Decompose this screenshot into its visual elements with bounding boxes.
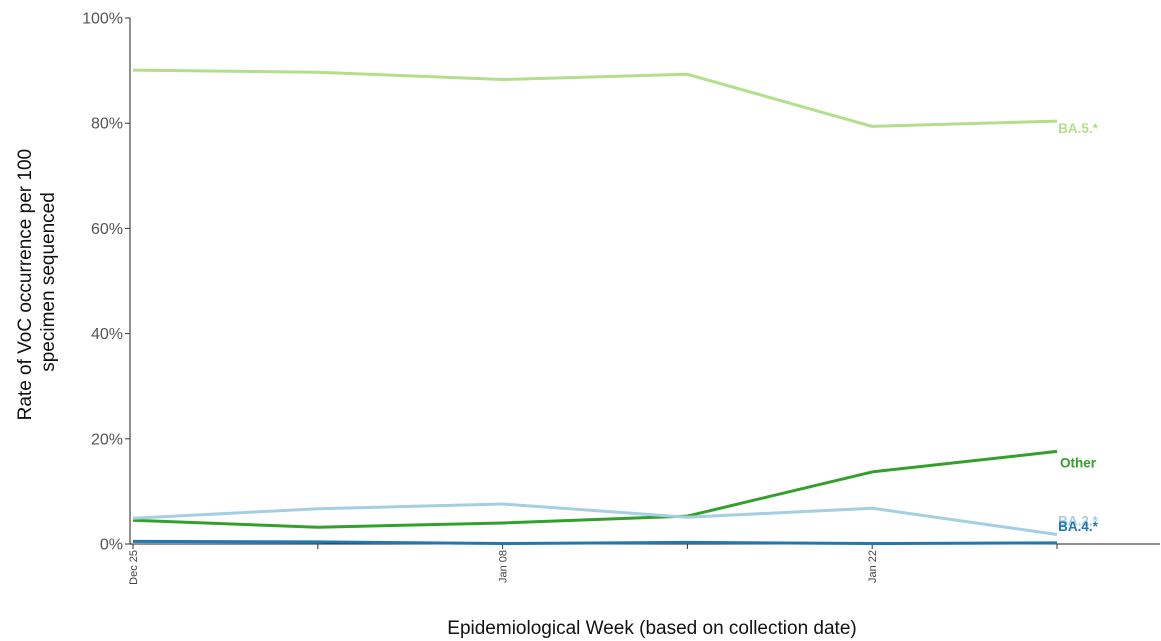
x-tick-label: Dec 25: [128, 550, 140, 585]
series-labels: BA.5.* Other BA.2.*BA.4.*: [1058, 121, 1099, 534]
axes: [129, 18, 1160, 545]
y-tick-label: 20%: [91, 431, 123, 448]
series-line-ba-2: [132, 502, 1058, 536]
series-label-other: Other: [1060, 455, 1097, 470]
x-axis-title: Epidemiological Week (based on collectio…: [447, 618, 856, 639]
y-axis-title-line-2: specimen sequenced: [38, 192, 59, 372]
y-axis-title: Rate of VoC occurrence per 100 specimen …: [15, 144, 59, 421]
y-axis-title-line-1: Rate of VoC occurrence per 100: [15, 149, 36, 420]
series-line-ba-4: [132, 539, 1058, 545]
series-label-ba-4: BA.4.*: [1058, 519, 1099, 534]
x-axis-ticks: Dec 25 Jan 08 Jan 22: [128, 544, 1058, 585]
series-line-ba-5: [132, 68, 1058, 128]
series-lines: [132, 68, 1058, 545]
series-label-ba-5: BA.5.*: [1058, 121, 1099, 136]
y-tick-label: 40%: [91, 326, 123, 343]
y-tick-label: 100%: [82, 11, 123, 28]
series-label-ba-2: BA.2.*: [1058, 514, 1099, 529]
y-axis-ticks: 0% 20% 40% 60% 80% 100%: [82, 11, 130, 554]
x-tick-label: Jan 08: [498, 550, 510, 583]
y-tick-label: 60%: [91, 221, 123, 238]
series-line-other: [132, 449, 1058, 529]
y-tick-label: 0%: [100, 537, 123, 554]
x-tick-label: Jan 22: [867, 550, 879, 583]
y-tick-label: 80%: [91, 116, 123, 133]
